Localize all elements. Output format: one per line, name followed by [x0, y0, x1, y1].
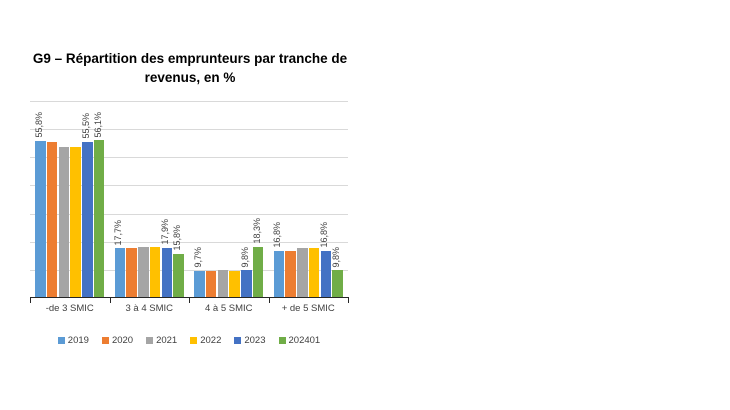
gridline	[30, 185, 348, 187]
x-axis-line	[30, 297, 349, 299]
legend-item-2019: 2019	[57, 335, 89, 346]
bar-value-label: 9,8%	[239, 246, 250, 268]
category-label: + de 5 SMIC	[281, 303, 335, 314]
legend-swatch-icon	[57, 337, 65, 344]
bar-2023-4 à 5 SMIC	[241, 270, 252, 298]
bar-2020--de 3 SMIC	[46, 141, 58, 298]
category-label: 4 à 5 SMIC	[204, 303, 253, 314]
legend-swatch-icon	[101, 337, 109, 344]
bar-2023-3 à 4 SMIC	[161, 247, 173, 298]
legend-swatch-icon	[190, 337, 198, 344]
category-axis-labels: -de 3 SMIC 3 à 4 SMIC 4 à 5 SMIC + de 5 SMI…	[30, 303, 348, 314]
bar-value-label: 17,9%	[160, 219, 171, 245]
bar-value-label: 9,8%	[331, 246, 342, 268]
bar-2019--de 3 SMIC	[35, 140, 46, 298]
category-label: 3 à 4 SMIC	[125, 303, 174, 314]
bar-202401-4 à 5 SMIC	[252, 246, 264, 298]
legend-label: 2020	[111, 335, 134, 346]
bar-2023-+ de 5 SMIC	[320, 250, 332, 298]
plot-area: 55,8% 17,7% 9,7% 16,8% 55,5% 17,9% 9,8% 16,8% 56…	[30, 101, 348, 298]
gridline	[30, 129, 348, 131]
gridline	[30, 157, 348, 159]
legend-item-2020: 2020	[101, 335, 134, 346]
bar-2022-4 à 5 SMIC	[229, 270, 240, 298]
chart-title: G9 – Répartition des emprunteurs par tra…	[32, 51, 348, 85]
bar-202401-+ de 5 SMIC	[332, 270, 343, 298]
legend-label: 2023	[244, 335, 266, 346]
bar-2019-+ de 5 SMIC	[273, 250, 285, 298]
legend-item-202401: 202401	[278, 335, 321, 346]
legend-item-2021: 2021	[146, 335, 177, 346]
bar-2023--de 3 SMIC	[82, 141, 93, 298]
bar-202401-3 à 4 SMIC	[173, 253, 184, 298]
legend-label: 2019	[67, 335, 89, 346]
axis-tick	[268, 298, 270, 303]
axis-tick	[109, 298, 111, 303]
legend-swatch-icon	[278, 337, 286, 344]
bar-2021--de 3 SMIC	[58, 146, 70, 298]
bar-value-label: 17,7%	[113, 219, 124, 246]
bar-value-label: 9,7%	[192, 247, 203, 268]
gridline	[30, 101, 348, 102]
bar-value-label: 18,3%	[251, 217, 262, 244]
bar-value-label: 15,8%	[172, 225, 183, 251]
legend-item-2022: 2022	[190, 335, 221, 346]
bar-value-label: 55,5%	[80, 113, 91, 139]
legend-swatch-icon	[146, 337, 154, 344]
bar-2020-4 à 5 SMIC	[205, 270, 217, 298]
legend-label: 202401	[288, 335, 321, 346]
legend-item-2023: 2023	[234, 335, 266, 346]
legend-label: 2022	[200, 335, 222, 346]
bar-2020-+ de 5 SMIC	[285, 250, 296, 298]
bar-2022--de 3 SMIC	[70, 147, 81, 298]
axis-tick	[189, 298, 190, 303]
bar-value-label: 55,8%	[33, 112, 44, 138]
bar-2019-4 à 5 SMIC	[194, 270, 205, 298]
gridline	[30, 213, 348, 215]
category-label: -de 3 SMIC	[45, 303, 94, 314]
bar-2021-4 à 5 SMIC	[217, 270, 229, 298]
legend-swatch-icon	[234, 337, 242, 344]
bar-2022-3 à 4 SMIC	[149, 247, 161, 298]
bar-2020-3 à 4 SMIC	[126, 248, 137, 298]
bar-value-label: 16,8%	[272, 222, 283, 248]
bar-value-label: 16,8%	[319, 222, 330, 248]
bar-value-label: 56,1%	[92, 111, 103, 138]
legend-label: 2021	[156, 335, 178, 346]
bar-202401--de 3 SMIC	[93, 140, 105, 298]
axis-tick	[30, 298, 31, 303]
axis-tick	[348, 298, 349, 303]
gridline	[30, 241, 348, 243]
bar-2021-3 à 4 SMIC	[138, 247, 149, 298]
bar-2021-+ de 5 SMIC	[297, 248, 308, 298]
gridline	[30, 269, 348, 271]
bar-2022-+ de 5 SMIC	[308, 248, 320, 298]
bar-2019-3 à 4 SMIC	[114, 248, 126, 298]
legend: 2019 2020 2021 2022 2023 202401	[30, 335, 348, 346]
